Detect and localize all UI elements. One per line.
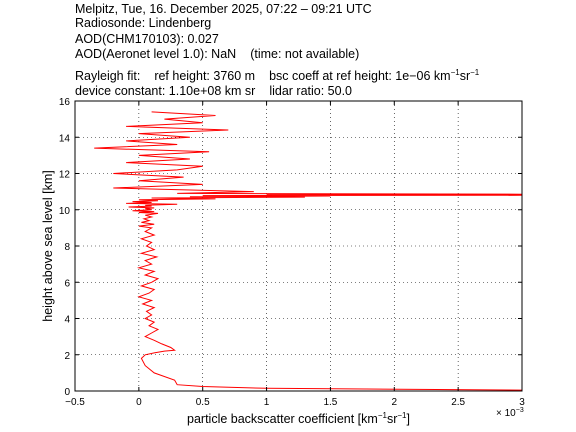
y-tick-label: 14: [59, 133, 71, 144]
y-tick-label: 16: [59, 97, 71, 108]
x-axis-label: particle backscatter coefficient [km−1sr…: [187, 411, 410, 426]
lidar-ratio-text: lidar ratio: 50.0: [269, 84, 352, 98]
x-tick-label: 0.5: [196, 397, 210, 408]
y-tick-label: 8: [64, 242, 70, 253]
x-axis-exponent: × 10−3: [496, 407, 524, 419]
chart-title-line-4: AOD(Aeronet level 1.0): NaN (time: not av…: [75, 47, 359, 61]
y-tick-label: 0: [64, 387, 70, 398]
y-tick-label: 10: [59, 206, 71, 217]
chart-title-line-5: Rayleigh fit: ref height: 3760 m bsc coeff…: [75, 66, 479, 83]
x-tick-label: 2.5: [451, 397, 465, 408]
chart-title-line-3: AOD(CHM170103): 0.027: [75, 32, 219, 46]
aod-time-text: (time: not available): [250, 47, 360, 61]
aod-aeronet-text: AOD(Aeronet level 1.0): NaN: [75, 47, 237, 61]
x-tick-label: 2: [392, 397, 398, 408]
grid-layer: [75, 101, 522, 391]
x-tick-label: 1: [264, 397, 270, 408]
x-tick-label: −0.5: [65, 397, 85, 408]
y-tick-label: 2: [64, 351, 70, 362]
x-tick-label: 1.5: [323, 397, 337, 408]
ref-height-text: ref height: 3760 m: [154, 69, 256, 84]
chart-title-line-2: Radiosonde: Lindenberg: [75, 16, 212, 30]
chart-title-line-1: Melpitz, Tue, 16. December 2025, 07:22 –…: [75, 2, 372, 16]
y-tick-label: 4: [64, 315, 70, 326]
x-tick-label: 0: [136, 397, 142, 408]
device-constant-text: device constant: 1.10e+08 km sr: [75, 84, 256, 98]
bsc-coeff-text: bsc coeff at ref height: 1e−06 km−1sr−1: [269, 68, 480, 84]
plot-frame: [74, 100, 523, 392]
y-tick-label: 6: [64, 278, 70, 289]
x-tick-label: 3: [519, 397, 525, 408]
series-layer: [94, 111, 523, 391]
backscatter-profile-line: [94, 111, 523, 391]
chart-title-line-6: device constant: 1.10e+08 km sr lidar rat…: [75, 84, 352, 98]
y-tick-label: 12: [59, 170, 71, 181]
rayleigh-label: Rayleigh fit:: [75, 69, 141, 84]
y-axis-label: height above sea level [km]: [41, 170, 55, 321]
